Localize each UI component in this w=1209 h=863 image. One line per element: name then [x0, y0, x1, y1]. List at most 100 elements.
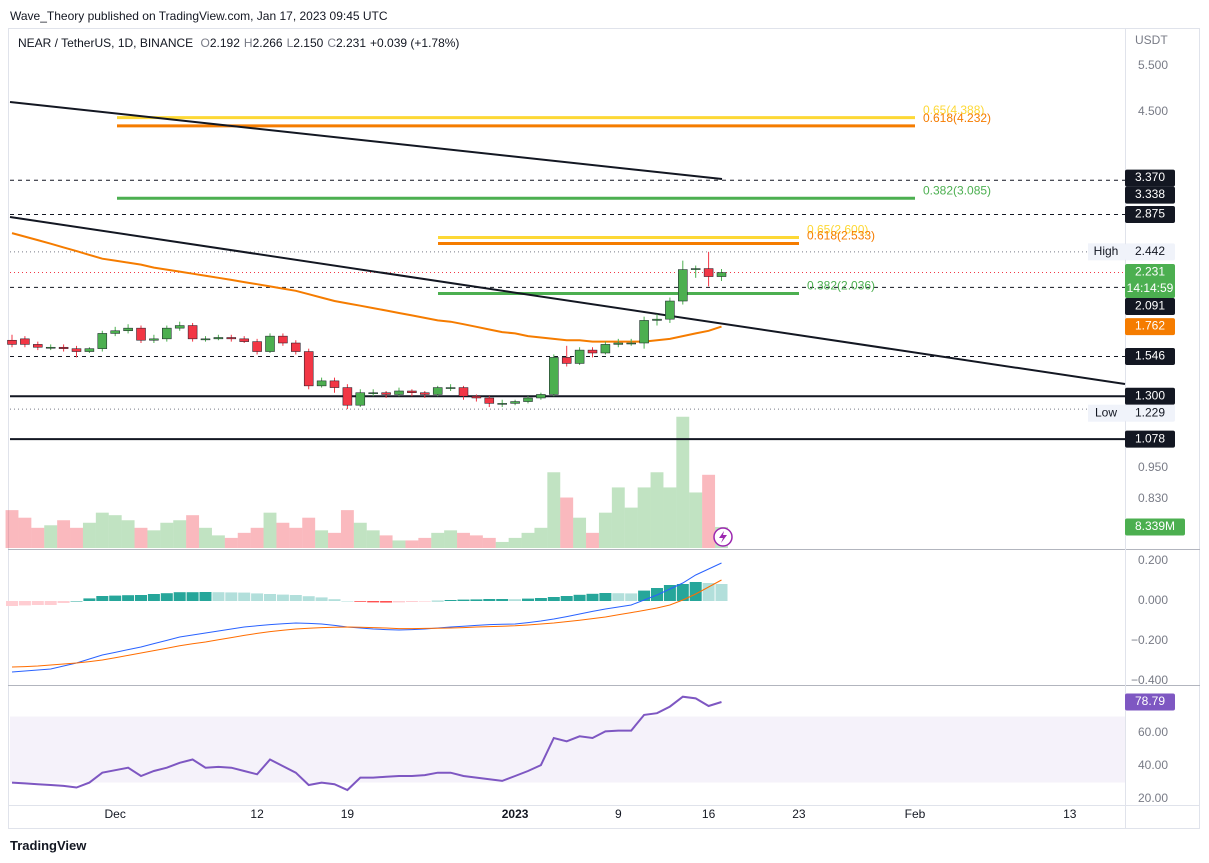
candle-body [316, 380, 327, 387]
candle-body [432, 387, 443, 395]
ohlc-value: 2.150 [293, 36, 324, 50]
volume-bar [418, 537, 432, 548]
volume-bar [379, 535, 393, 548]
candle-body [523, 397, 533, 402]
macd-histogram [380, 601, 393, 603]
ohlc-key: L [286, 36, 294, 50]
macd-histogram [586, 593, 599, 601]
volume-bar [5, 510, 19, 548]
symbol-line: NEAR / TetherUS, 1D, BINANCE O2.192 H2.26… [18, 36, 459, 50]
macd-histogram [354, 601, 367, 602]
macd-histogram [315, 597, 328, 601]
axis-unit: USDT [1135, 33, 1168, 47]
x-tick-label: 12 [250, 807, 264, 821]
macd-histogram [689, 582, 702, 601]
attribution: Wave_Theory published on TradingView.com… [10, 9, 388, 23]
volume-bar [637, 487, 651, 548]
macd-histogram [573, 594, 586, 601]
candle-body [458, 387, 469, 397]
price-badge [1125, 243, 1175, 261]
macd-histogram [6, 601, 18, 606]
macd-histogram [522, 598, 534, 601]
price-badge-label: 3.370 [1135, 170, 1165, 184]
candle-body [678, 269, 688, 302]
volume-bar [366, 530, 380, 548]
volume-bar [250, 527, 264, 548]
frame [8, 28, 1200, 829]
macd-histogram [57, 601, 70, 603]
x-tick-label: Dec [105, 807, 126, 821]
macd-histogram [212, 592, 225, 601]
candle-body [136, 327, 146, 341]
macd-histogram [367, 601, 380, 603]
ohlc-value: 2.192 [209, 36, 240, 50]
macd-histogram [109, 595, 122, 601]
candle-body [110, 330, 120, 334]
macd-histogram [393, 601, 405, 603]
candle-body [33, 344, 43, 348]
price-badge [1125, 387, 1175, 405]
volume-bar [663, 487, 677, 548]
candle-body [639, 320, 649, 344]
signal-line [11, 579, 722, 668]
volume-bar [263, 512, 277, 548]
volume-bar [186, 515, 200, 548]
candle-body [381, 392, 391, 395]
macd-histogram [599, 593, 612, 601]
volume-bar [353, 522, 367, 548]
macd-histogram [199, 592, 212, 601]
macd-histogram [534, 598, 547, 601]
ohlc-key: C [327, 36, 336, 50]
price-badge-label: 1.300 [1135, 388, 1165, 402]
volume-bar [199, 527, 212, 548]
price-badge-label: 1.078 [1135, 431, 1165, 445]
x-tick-label: Feb [905, 807, 926, 821]
macd-histogram [186, 592, 199, 601]
x-tick-label: 19 [341, 807, 355, 821]
volume-bar [431, 532, 445, 548]
y-tick-label: 5.500 [1138, 58, 1168, 72]
candle-body [445, 387, 456, 389]
candle-body [613, 342, 624, 345]
volume-bar [328, 532, 341, 548]
candle-body [20, 338, 30, 345]
price-badge-label: 2.231 [1135, 265, 1165, 279]
candle-body [536, 394, 546, 399]
candle-body [484, 397, 495, 404]
price-badge-label: 3.338 [1135, 187, 1165, 201]
price-badge-label: 2.442 [1135, 244, 1165, 258]
ohlc-key: H [243, 36, 253, 50]
macd-histogram [225, 592, 238, 601]
candle-body [587, 349, 598, 354]
price-badge [1125, 264, 1175, 299]
y-tick-label: 4.500 [1138, 104, 1168, 118]
macd-histogram [418, 601, 431, 602]
volume-bar [560, 497, 574, 548]
macd-histogram [302, 596, 315, 601]
candle-body [690, 268, 701, 270]
volume-bar [392, 540, 406, 548]
trendline [9, 101, 723, 180]
volume-bar [702, 474, 716, 548]
candle-body [652, 318, 662, 321]
volume-bar [211, 535, 225, 548]
price-badge-label: 2.875 [1135, 207, 1165, 221]
candle-body [549, 357, 559, 395]
candle-body [329, 380, 340, 388]
ohlc-key: O [200, 36, 210, 50]
candle-body [394, 390, 404, 395]
volume-bar [598, 512, 612, 548]
macd-histogram [431, 600, 444, 602]
fib-label: 0.618(4.232) [923, 111, 991, 125]
macd-histogram [444, 600, 457, 601]
volume-bar [689, 492, 703, 548]
price-caption: Low [1095, 405, 1117, 419]
trendline [9, 216, 1126, 385]
macd-histogram [638, 590, 651, 601]
caption-box [1088, 404, 1125, 422]
back-layer [5, 116, 1125, 783]
rsi-tick-label: 60.00 [1138, 725, 1168, 739]
volume-bar [547, 472, 561, 548]
candle-body [123, 327, 133, 332]
price-badge-label: 1.546 [1135, 349, 1165, 363]
